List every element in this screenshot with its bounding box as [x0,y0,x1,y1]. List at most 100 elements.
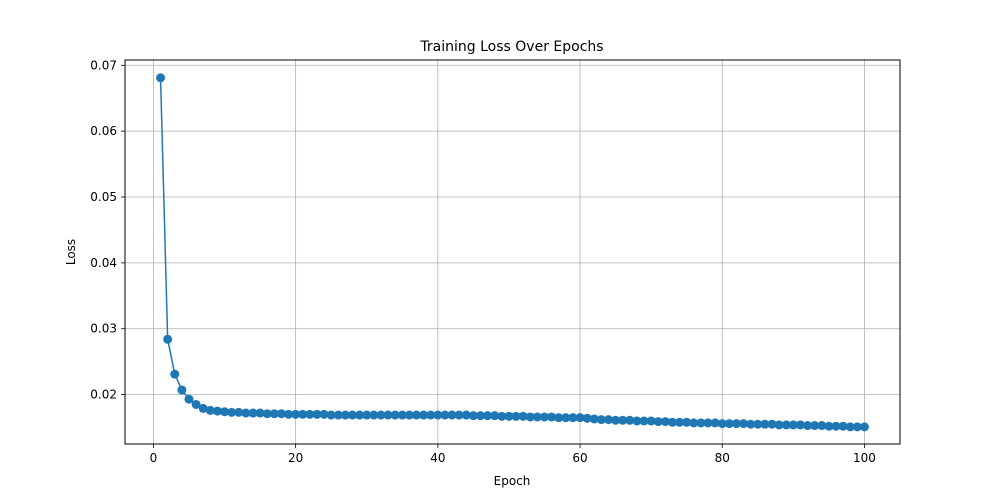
data-point [369,410,379,420]
data-point [312,409,322,419]
data-point [504,411,514,421]
data-point [838,421,848,431]
data-point [682,417,692,427]
data-point [291,409,301,419]
data-point [404,410,414,420]
data-point [774,420,784,430]
data-point [653,417,663,427]
x-tick-label: 40 [430,451,445,465]
data-point [284,409,294,419]
data-point [803,421,813,431]
data-point [739,419,749,429]
data-point [170,369,180,379]
data-point [518,411,528,421]
x-tick-label: 80 [715,451,730,465]
x-tick-label: 20 [288,451,303,465]
data-point [660,417,670,427]
data-point [589,414,599,424]
series-markers [156,73,869,432]
data-point [198,403,208,413]
data-point [646,416,656,426]
data-point [490,411,500,421]
y-axis-label: Loss [64,239,78,265]
data-point [731,419,741,429]
series-line [159,77,865,428]
data-point [781,420,791,430]
data-point [234,407,244,417]
data-point [561,413,571,423]
data-point [582,413,592,423]
data-point [276,409,286,419]
y-tick-label: 0.07 [90,58,117,72]
data-point [596,415,606,425]
data-point [852,422,862,432]
data-point [205,405,215,415]
data-point [447,410,457,420]
data-point [525,412,535,422]
y-axis: 0.02 0.03 0.04 0.05 0.06 0.07 [90,58,125,402]
chart-title: Training Loss Over Epochs [419,39,603,55]
data-point [568,413,578,423]
data-point [376,410,386,420]
y-tick-label: 0.03 [90,322,117,336]
data-point [248,408,258,418]
data-point [184,394,194,404]
data-point [554,413,564,423]
data-point [859,422,869,432]
data-point [824,421,834,431]
data-point [532,412,542,422]
data-point [212,406,222,416]
data-point [767,419,777,429]
data-point [461,410,471,420]
x-axis-label: Epoch [494,474,531,488]
data-point [348,410,358,420]
data-point [795,420,805,430]
data-point [675,417,685,427]
y-tick-label: 0.05 [90,190,117,204]
x-axis: 0 20 40 60 80 100 [150,444,876,465]
data-point [390,410,400,420]
data-point [710,418,720,428]
data-point [810,421,820,431]
data-point [156,73,166,83]
y-tick-label: 0.02 [90,388,117,402]
data-point [419,410,429,420]
data-point [611,415,621,425]
data-point [703,418,713,428]
data-point [319,409,329,419]
data-point [618,415,628,425]
x-tick-label: 0 [150,451,158,465]
data-point [667,417,677,427]
data-point [845,422,855,432]
data-point [220,407,230,417]
data-point [355,410,365,420]
data-point [333,410,343,420]
grid [125,60,900,444]
data-point [426,410,436,420]
x-tick-label: 100 [853,451,876,465]
data-point [483,411,493,421]
data-point [468,411,478,421]
data-point [625,415,635,425]
data-point [497,411,507,421]
data-point [575,413,585,423]
data-point [689,418,699,428]
data-point [269,409,279,419]
data-point [383,410,393,420]
data-point [788,420,798,430]
data-point [639,416,649,426]
data-point [540,412,549,422]
data-point [753,419,763,429]
data-point [241,408,251,418]
data-point [440,410,450,420]
plot-frame [124,59,901,445]
data-point [227,407,237,417]
y-tick-label: 0.06 [90,124,117,138]
data-point [476,411,485,421]
data-point [362,410,372,420]
data-point [340,410,350,420]
data-point [760,419,770,429]
data-point [163,334,173,344]
data-point [547,412,557,422]
